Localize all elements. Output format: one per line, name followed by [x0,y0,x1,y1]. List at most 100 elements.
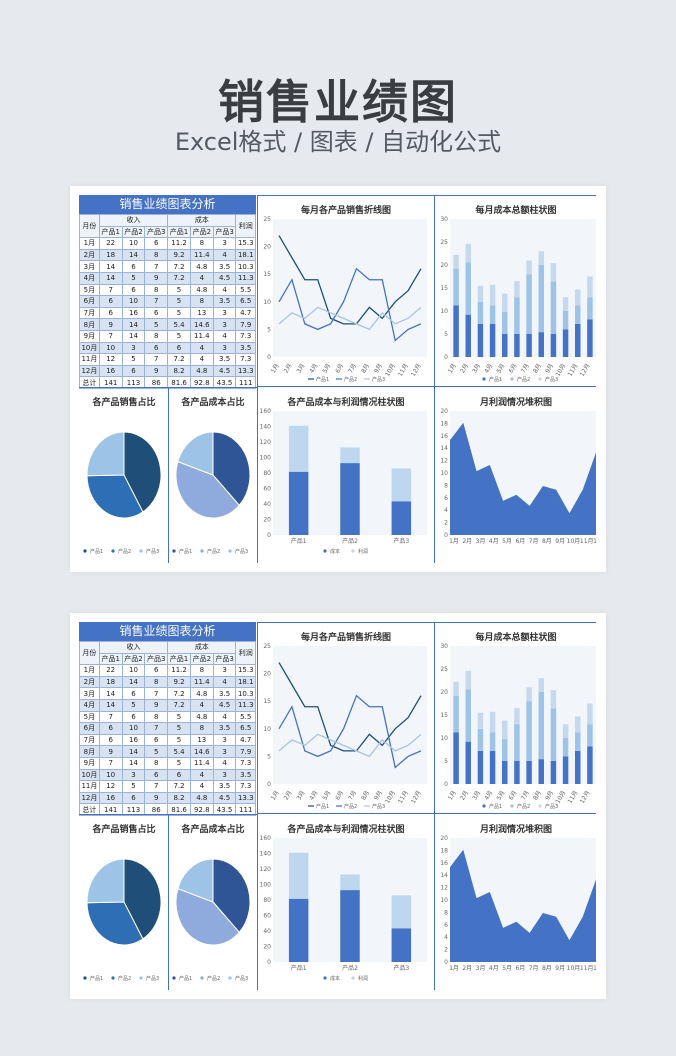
x-tick-label: 8月 [542,538,552,545]
value-cell: 3.5 [235,768,256,782]
dashboard-card-2: 销售业绩图表分析 月份 收入 成本 利润 产品1 产品2 产品3 产品1 产品2 产品3 1月 22 10… [70,613,606,999]
y-tick-label: 140 [260,851,272,858]
value-cell: 4 [212,329,237,343]
legend-label: 利润 [358,548,368,555]
value-cell: 5 [167,306,191,320]
pie-slice [175,887,240,946]
value-cell: 5 [167,722,191,735]
profit-area-panel: 月利润情况堆积图 0 2 4 6 8 10 12 14 16 18 20 1月 2月 3月 4月 5月 6月 7月 8… [436,816,596,990]
subheader-cell: 产品2 [121,652,146,666]
bar-segment [575,289,581,306]
value-cell: 14 [121,675,146,689]
x-tick-label: 8月 [532,790,543,802]
value-cell: 3.5 [212,687,237,700]
value-cell: 4.5 [212,271,237,285]
y-tick-label: 15 [263,271,271,278]
y-tick-label: 20 [263,671,271,678]
month-cell: 10月 [79,341,100,355]
cost-pie-panel-svg: 产品1 产品2 产品3 [172,858,251,982]
y-tick-label: 100 [260,882,272,889]
value-cell: 8 [144,283,169,297]
profit-area-panel-title: 月利润情况堆积图 [479,398,552,408]
x-tick-label: 1月 [270,790,281,802]
bar-segment [575,750,581,784]
bar-segment [502,738,508,761]
x-tick-label: 2月 [459,363,470,375]
month-cell: 2月 [79,248,100,262]
dashboard-inner: 销售业绩图表分析 月份 收入 成本 利润 产品1 产品2 产品3 产品1 产品2 产品3 1月 22 10… [79,195,596,563]
bar-segment [526,274,532,334]
y-tick-label: 60 [263,486,271,493]
value-cell: 13 [189,306,214,320]
value-cell: 18.1 [235,248,256,262]
divider [258,195,596,196]
value-cell: 7 [144,722,169,735]
value-cell: 14 [121,756,146,770]
value-cell: 10.3 [235,260,256,273]
value-cell: 7.2 [167,353,191,366]
y-tick-label: 8 [444,482,448,489]
legend-swatch [482,377,486,381]
month-cell: 4月 [79,271,100,285]
x-tick-label: 5月 [321,363,332,375]
x-tick-label: 6月 [515,965,525,972]
table-row: 1月 22 10 6 11.2 8 3 15.3 [79,237,256,250]
subheader-cell: 产品2 [121,225,146,239]
x-tick-label: 6月 [508,790,519,802]
value-cell: 13 [189,733,214,747]
bar-segment [575,732,581,751]
bar-segment [502,761,508,784]
legend-label: 产品1 [489,376,502,383]
value-cell: 16 [98,791,123,805]
cost-bar-panel: 每月成本总额柱状图 0 5 10 15 20 25 30 1月 2月 3月 4月 5月 6月 7月 8月 9月 1… [436,624,596,812]
line-chart-panel: 每月各产品销售折线图 0 5 10 15 20 25 1月 2月 3月 4月 5月 6月 7月 8月 9月 10… [259,197,433,385]
month-cell: 9月 [79,329,100,343]
sales-pie-panel: 各产品销售占比 产品1 产品2 产品3 [80,389,168,563]
cost-bar-panel: 每月成本总额柱状图 0 5 10 15 20 25 30 1月 2月 3月 4月 5月 6月 7月 8月 9月 1… [436,197,596,385]
value-cell: 3.5 [235,341,256,355]
value-cell: 7.2 [167,271,191,285]
value-cell: 4.8 [189,791,214,805]
value-cell: 3 [212,306,237,320]
x-tick-label: 产品2 [342,964,358,972]
x-tick-label: 6月 [334,790,345,802]
y-tick-label: 4 [444,934,448,941]
table-row: 2月 18 14 8 9.2 11.4 4 18.1 [79,248,256,262]
x-tick-label: 7月 [529,538,539,545]
bar-segment [477,323,484,357]
data-table-block: 销售业绩图表分析 月份 收入 成本 利润 产品1 产品2 产品3 产品1 产品2 产品3 1月 22 10… [79,622,256,816]
table-total-row: 总计 141 113 86 81.6 92.8 43.5 111 [79,376,256,389]
y-tick-label: 16 [440,433,448,440]
value-cell: 8 [144,710,169,724]
header-profit: 利润 [235,213,256,239]
y-tick-label: 6 [444,495,448,502]
value-cell: 6 [144,306,169,320]
bar-segment [340,874,360,891]
x-tick-label: 2月 [283,790,294,802]
value-cell: 6 [144,237,169,250]
plot-area [273,646,427,784]
bar-segment [453,732,459,784]
x-tick-label: 1月 [447,363,458,375]
x-tick-label: 7月 [520,790,531,802]
dashboard-card-1: 销售业绩图表分析 月份 收入 成本 利润 产品1 产品2 产品3 产品1 产品2 产品3 1月 22 10… [70,186,606,572]
y-tick-label: 25 [263,643,271,650]
divider [258,622,596,623]
x-tick-label: 2月 [459,790,470,802]
value-cell: 12 [98,353,123,366]
pie-slice [123,858,162,940]
data-table: 月份 收入 成本 利润 产品1 产品2 产品3 产品1 产品2 产品3 1月 22 10 6 11.2 8 3 1… [79,213,256,389]
value-cell: 7.2 [167,687,191,700]
bar-segment [465,689,471,742]
x-tick-label: 6月 [515,538,525,545]
value-cell: 6 [98,733,123,747]
y-tick-label: 5 [267,753,271,760]
value-cell: 4.5 [212,364,237,378]
value-cell: 5 [167,756,191,770]
value-cell: 6 [121,710,146,724]
legend-label: 产品2 [118,548,131,555]
bar-segment [453,681,459,696]
value-cell: 8 [144,248,169,262]
y-tick-label: 25 [440,239,448,246]
value-cell: 10 [121,664,146,677]
